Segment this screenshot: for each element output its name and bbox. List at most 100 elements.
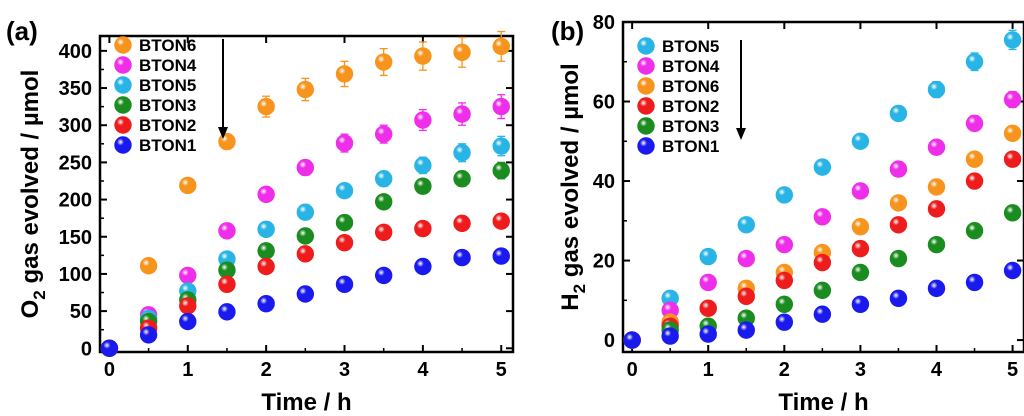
data-point: [775, 186, 794, 204]
y-tick-label: 60: [593, 92, 615, 114]
data-point: [374, 223, 393, 241]
data-point: [699, 273, 717, 292]
data-point: [453, 105, 471, 123]
data-point: [813, 305, 832, 323]
data-point: [737, 216, 755, 234]
y-tick-label: 40: [593, 171, 615, 193]
data-point: [218, 222, 236, 240]
x-tick-label: 2: [261, 359, 272, 381]
series-BTON2: [100, 212, 510, 357]
series-BTON4: [100, 94, 510, 357]
legend-label: BTON1: [139, 136, 196, 155]
data-point: [257, 294, 275, 313]
x-tick-label: 2: [779, 359, 790, 381]
y-tick-label: 20: [593, 251, 615, 273]
data-point: [1003, 204, 1022, 222]
data-point: [296, 245, 315, 263]
legend-marker: [637, 37, 655, 55]
data-point: [661, 327, 679, 345]
data-point: [414, 219, 432, 238]
data-point: [492, 97, 510, 116]
y-tick-label: 0: [81, 338, 92, 360]
x-axis-label: Time / h: [778, 389, 868, 416]
data-point: [296, 203, 315, 221]
legend-label: BTON4: [662, 57, 720, 76]
data-point: [965, 222, 984, 240]
y-tick-label: 300: [59, 115, 92, 137]
y-axis-label: H2 gas evolved / µmol: [557, 63, 589, 310]
data-point: [775, 295, 794, 313]
legend-arrow-head: [736, 128, 746, 140]
data-point: [257, 242, 275, 260]
data-point: [813, 158, 832, 176]
y-axis-label: O2 gas evolved / µmol: [17, 70, 49, 319]
x-axis-label: Time / h: [261, 389, 351, 416]
y-tick-label: 80: [593, 12, 615, 34]
y-tick-label: 400: [59, 41, 92, 63]
data-point: [414, 47, 432, 65]
data-point: [775, 235, 794, 254]
legend-marker: [114, 116, 132, 134]
data-point: [965, 114, 984, 133]
x-tick-label: 1: [703, 359, 714, 381]
data-point: [492, 247, 510, 265]
data-point: [737, 287, 755, 306]
legend-marker: [637, 117, 655, 135]
x-tick-label: 5: [496, 359, 507, 381]
x-tick-label: 0: [104, 359, 115, 381]
data-point: [335, 181, 354, 200]
data-point: [257, 257, 275, 276]
data-point: [492, 37, 510, 56]
data-point: [775, 313, 794, 331]
data-point: [257, 97, 275, 116]
legend-label: BTON2: [662, 97, 719, 116]
series-BTON1: [100, 247, 510, 357]
data-point: [374, 53, 393, 71]
data-point: [1003, 90, 1022, 109]
data-point: [100, 339, 119, 357]
data-point: [889, 160, 908, 178]
data-point: [1003, 150, 1022, 168]
panel-label: (a): [6, 16, 38, 46]
legend-marker: [637, 57, 655, 75]
legend-marker: [114, 136, 132, 154]
y-tick-label: 250: [59, 152, 92, 174]
data-point: [179, 297, 197, 315]
data-point: [492, 137, 510, 155]
data-point: [218, 132, 236, 151]
data-point: [296, 80, 315, 99]
data-point: [139, 326, 158, 344]
y-tick-label: 0: [604, 330, 615, 352]
y-tick-label: 100: [59, 264, 92, 286]
legend-label: BTON4: [139, 56, 197, 75]
legend-label: BTON3: [662, 117, 719, 136]
data-point: [179, 176, 197, 195]
data-point: [775, 271, 794, 290]
data-point: [374, 266, 393, 285]
legend-arrow-head: [218, 127, 228, 139]
data-point: [927, 80, 946, 99]
data-point: [851, 218, 870, 236]
data-point: [851, 239, 870, 258]
data-point: [179, 312, 197, 331]
data-point: [296, 227, 315, 245]
y-tick-label: 350: [59, 78, 92, 100]
data-point: [492, 161, 510, 180]
legend-label: BTON6: [139, 36, 196, 55]
data-point: [851, 182, 870, 200]
data-point: [414, 257, 432, 276]
legend-marker: [637, 77, 655, 95]
legend-marker: [637, 97, 655, 115]
y-tick-label: 50: [70, 301, 92, 323]
legend-label: BTON5: [139, 76, 196, 95]
legend-marker: [114, 56, 132, 74]
data-point: [851, 295, 870, 313]
data-point: [335, 134, 354, 152]
data-point: [296, 285, 315, 303]
data-point: [699, 325, 717, 343]
data-point: [335, 213, 354, 232]
data-point: [414, 156, 432, 175]
data-point: [179, 266, 197, 285]
